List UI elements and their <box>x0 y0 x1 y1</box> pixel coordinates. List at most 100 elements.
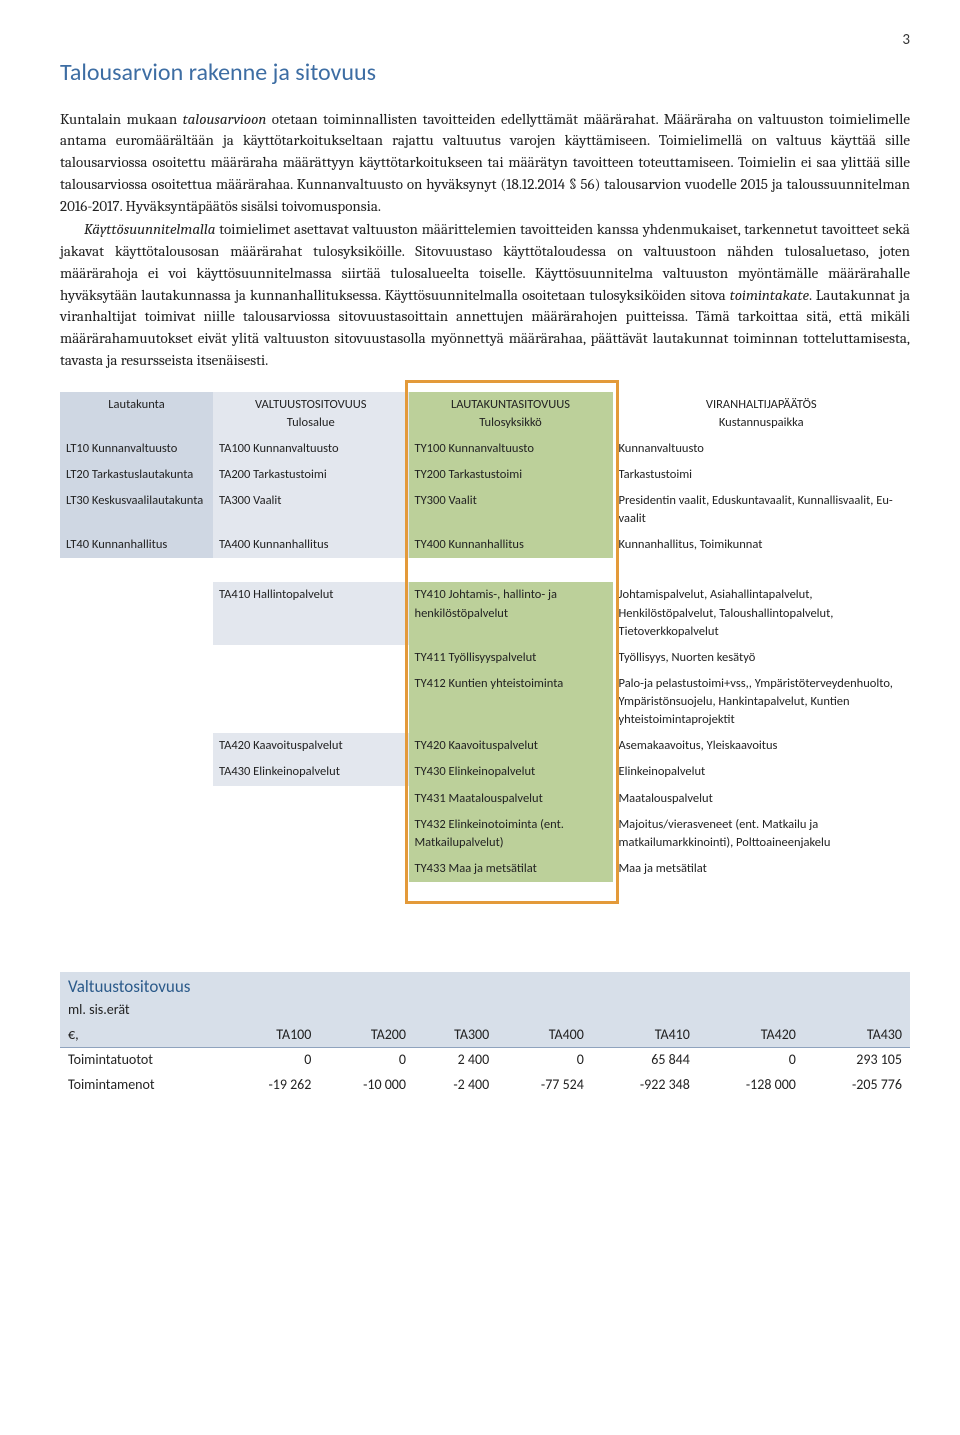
table-cell: LT10 Kunnanvaltuusto <box>60 436 213 462</box>
table-cell: -922 348 <box>592 1073 698 1097</box>
table-cell: TY100 Kunnanvaltuusto <box>409 436 613 462</box>
table-header-cell: TA410 <box>592 1023 698 1048</box>
table-cell: Palo-ja pelastustoimi+vss,, Ympäristöter… <box>613 671 911 733</box>
table-row: TY431 MaatalouspalvelutMaatalouspalvelut <box>60 786 910 812</box>
sitovuus-table-wrap: Valtuustositovuus ml. sis.erät €,TA100TA… <box>60 972 910 1097</box>
table-cell: TA200 Tarkastustoimi <box>213 462 409 488</box>
table-cell: Toimintatuotot <box>60 1048 225 1073</box>
table-cell <box>213 856 409 882</box>
table-cell: 0 <box>497 1048 592 1073</box>
table-cell <box>60 645 213 671</box>
table-cell: Presidentin vaalit, Eduskuntavaalit, Kun… <box>613 488 911 532</box>
table-cell: 0 <box>698 1048 804 1073</box>
th1-sub: Tulosalue <box>219 414 403 432</box>
table-row: LT10 KunnanvaltuustoTA100 Kunnanvaltuust… <box>60 436 910 462</box>
table-cell: TY412 Kuntien yhteistoiminta <box>409 671 613 733</box>
table-cell: -77 524 <box>497 1073 592 1097</box>
table-header-cell: TA400 <box>497 1023 592 1048</box>
table-cell: 293 105 <box>804 1048 910 1073</box>
table-cell: Työllisyys, Nuorten kesätyö <box>613 645 911 671</box>
table-header-cell: TA300 <box>414 1023 497 1048</box>
p2c: toimintakate <box>730 286 809 304</box>
th-lautakuntasitovuus: LAUTAKUNTASITOVUUS Tulosyksikkö <box>409 392 613 436</box>
table-cell: TY433 Maa ja metsätilat <box>409 856 613 882</box>
body-text: Kuntalain mukaan talousarvioon otetaan t… <box>60 109 910 372</box>
table-cell <box>213 671 409 733</box>
table-cell: -205 776 <box>804 1073 910 1097</box>
th3-sub: Kustannuspaikka <box>619 414 905 432</box>
table-cell: Asemakaavoitus, Yleiskaavoitus <box>613 733 911 759</box>
table-cell <box>60 671 213 733</box>
table-header-cell: TA200 <box>319 1023 414 1048</box>
table-cell: TA430 Elinkeinopalvelut <box>213 759 409 785</box>
table-cell <box>213 812 409 856</box>
table-cell: -19 262 <box>225 1073 320 1097</box>
table-cell: TY300 Vaalit <box>409 488 613 532</box>
table-cell: LT20 Tarkastuslautakunta <box>60 462 213 488</box>
table-cell: TA400 Kunnanhallitus <box>213 532 409 558</box>
table-cell: TA410 Hallintopalvelut <box>213 582 409 644</box>
table-cell <box>60 786 213 812</box>
th2-top: LAUTAKUNTASITOVUUS <box>451 397 570 412</box>
table-cell: Maatalouspalvelut <box>613 786 911 812</box>
table-cell <box>213 786 409 812</box>
table-cell: Maa ja metsätilat <box>613 856 911 882</box>
th0-sub: Lautakunta <box>66 396 207 414</box>
table-cell: LT40 Kunnanhallitus <box>60 532 213 558</box>
p1b: talousarvioon <box>183 110 267 128</box>
table-cell: TY432 Elinkeinotoiminta (ent. Matkailupa… <box>409 812 613 856</box>
table-cell: TY411 Työllisyyspalvelut <box>409 645 613 671</box>
table-cell: Kunnanvaltuusto <box>613 436 911 462</box>
table-cell: Kunnanhallitus, Toimikunnat <box>613 532 911 558</box>
table-cell: 0 <box>225 1048 320 1073</box>
page-title: Talousarvion rakenne ja sitovuus <box>60 56 910 91</box>
th3-top: VIRANHALTIJAPÄÄTÖS <box>706 397 817 412</box>
th2-sub: Tulosyksikkö <box>415 414 607 432</box>
table-cell: TY420 Kaavoituspalvelut <box>409 733 613 759</box>
table-cell: -10 000 <box>319 1073 414 1097</box>
table-cell: 65 844 <box>592 1048 698 1073</box>
table-cell: TY400 Kunnanhallitus <box>409 532 613 558</box>
table-header-row: Lautakunta VALTUUSTOSITOVUUS Tulosalue LA… <box>60 392 910 436</box>
table-cell: TA100 Kunnanvaltuusto <box>213 436 409 462</box>
table-cell: TY410 Johtamis-, hallinto- ja henkilöstö… <box>409 582 613 644</box>
table-header-cell: TA100 <box>225 1023 320 1048</box>
table-row: TA410 HallintopalvelutTY410 Johtamis-, h… <box>60 582 910 644</box>
table-row: TA420 KaavoituspalvelutTY420 Kaavoituspa… <box>60 733 910 759</box>
table-cell: TA420 Kaavoituspalvelut <box>213 733 409 759</box>
table-cell: 0 <box>319 1048 414 1073</box>
table-row: TY412 Kuntien yhteistoimintaPalo-ja pela… <box>60 671 910 733</box>
para-1: Kuntalain mukaan talousarvioon otetaan t… <box>60 109 910 218</box>
table-cell: TY431 Maatalouspalvelut <box>409 786 613 812</box>
sitovuus-subtitle: ml. sis.erät <box>60 1000 910 1023</box>
table-cell: Tarkastustoimi <box>613 462 911 488</box>
table-cell <box>60 856 213 882</box>
para-2: Käyttösuunnitelmalla toimielimet asettav… <box>60 219 910 371</box>
table-row: LT30 KeskusvaalilautakuntaTA300 VaalitTY… <box>60 488 910 532</box>
table-cell: Toimintamenot <box>60 1073 225 1097</box>
th1-top: VALTUUSTOSITOVUUS <box>255 397 367 412</box>
table-cell <box>60 759 213 785</box>
table-row: LT20 TarkastuslautakuntaTA200 Tarkastust… <box>60 462 910 488</box>
spacer-row <box>60 558 910 582</box>
page-number: 3 <box>60 30 910 52</box>
table-header-cell: TA420 <box>698 1023 804 1048</box>
table-cell: TA300 Vaalit <box>213 488 409 532</box>
table-cell: Elinkeinopalvelut <box>613 759 911 785</box>
structure-table-wrap: Lautakunta VALTUUSTOSITOVUUS Tulosalue LA… <box>60 392 910 883</box>
table-cell: -128 000 <box>698 1073 804 1097</box>
table-cell <box>213 645 409 671</box>
sitovuus-table: €,TA100TA200TA300TA400TA410TA420TA430 To… <box>60 1023 910 1097</box>
table-row: TY433 Maa ja metsätilatMaa ja metsätilat <box>60 856 910 882</box>
table-header-row: €,TA100TA200TA300TA400TA410TA420TA430 <box>60 1023 910 1048</box>
table-cell: Johtamispalvelut, Asiahallintapalvelut, … <box>613 582 911 644</box>
table-row: LT40 KunnanhallitusTA400 KunnanhallitusT… <box>60 532 910 558</box>
table-cell: Majoitus/vierasveneet (ent. Matkailu ja … <box>613 812 911 856</box>
th-lautakunta: Lautakunta <box>60 392 213 436</box>
th-valtuusto: VALTUUSTOSITOVUUS Tulosalue <box>213 392 409 436</box>
table-cell <box>60 733 213 759</box>
table-cell: 2 400 <box>414 1048 497 1073</box>
table-cell: LT30 Keskusvaalilautakunta <box>60 488 213 532</box>
table-cell: TY430 Elinkeinopalvelut <box>409 759 613 785</box>
table-header-cell: TA430 <box>804 1023 910 1048</box>
